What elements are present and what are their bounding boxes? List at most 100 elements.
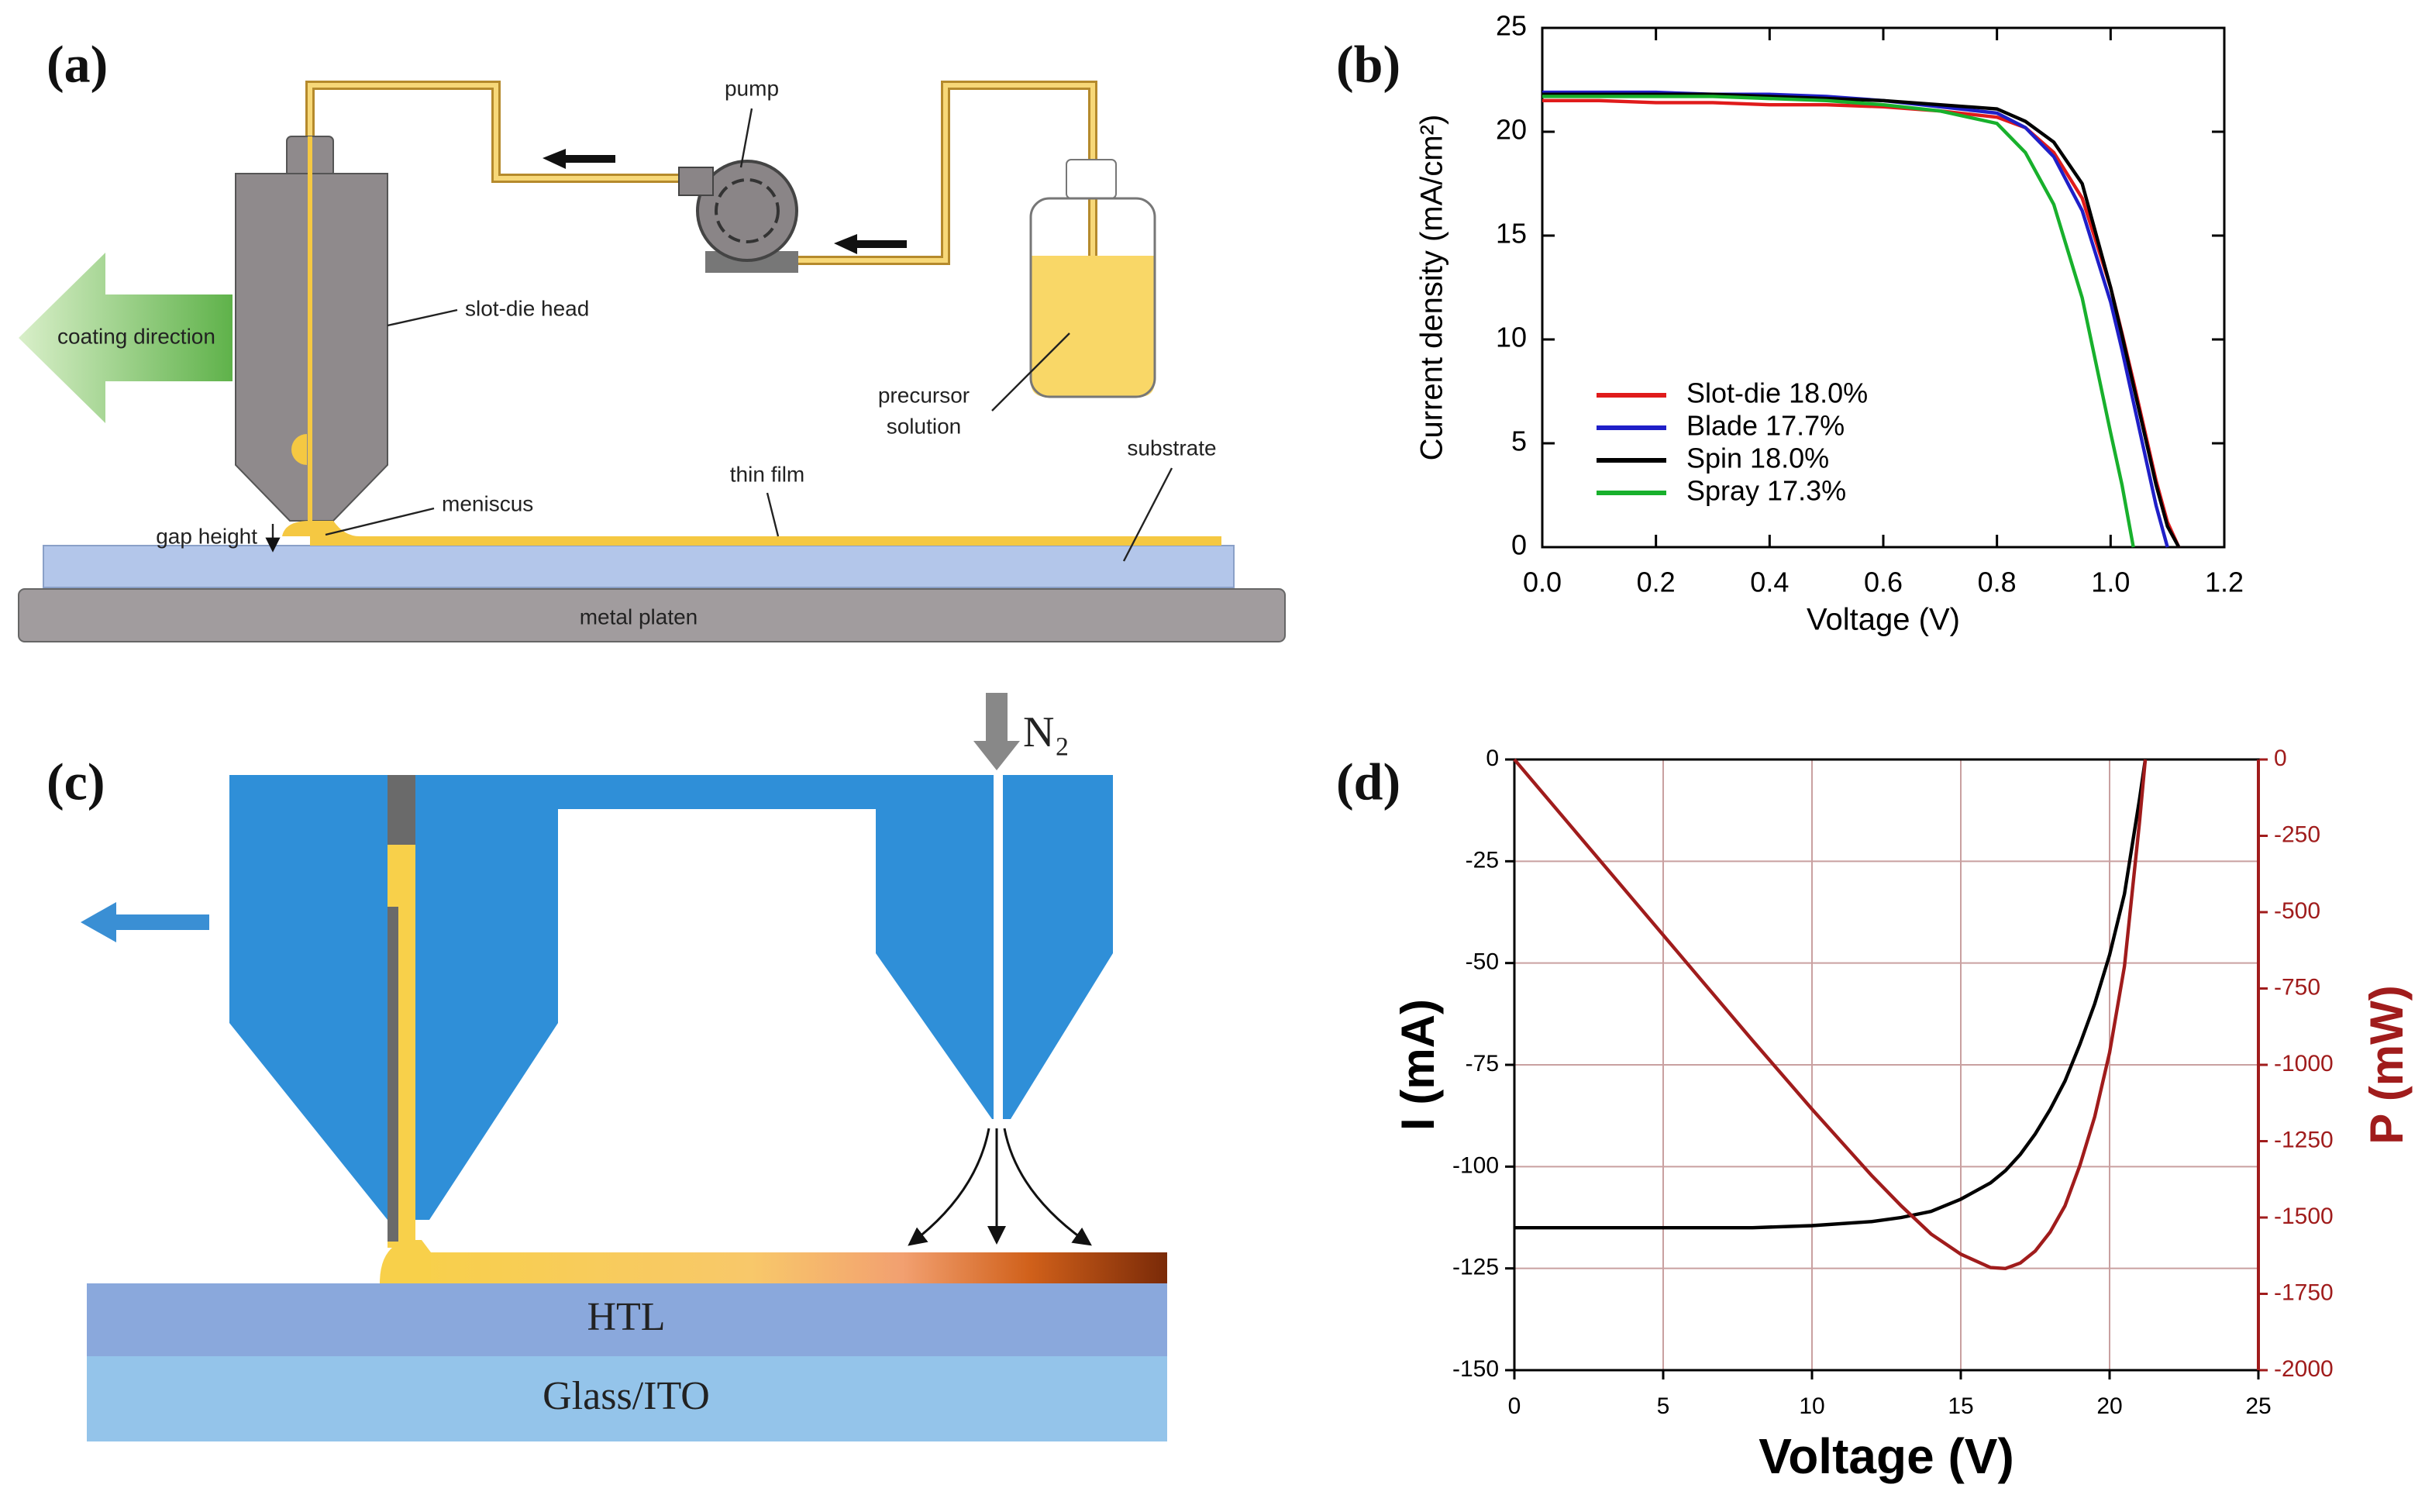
y-tick-label: 15	[1496, 218, 1527, 250]
y-axis-label: I (mA)	[1392, 999, 1444, 1131]
shim	[388, 907, 398, 1242]
x-tick-label: 1.0	[2091, 567, 2130, 598]
flow-arrow	[543, 149, 615, 169]
y2-tick-label: -250	[2274, 821, 2320, 847]
y2-tick-label: -1000	[2274, 1051, 2334, 1076]
label: pump	[725, 76, 779, 100]
label: metal platen	[580, 604, 698, 629]
y2-tick-label: -1250	[2274, 1127, 2334, 1152]
meniscus	[282, 521, 360, 536]
y-tick-label: -50	[1466, 949, 1499, 975]
x-tick-label: 5	[1657, 1393, 1670, 1419]
flow-arrow	[834, 234, 907, 254]
y-tick-label: 0	[1486, 746, 1499, 771]
label: slot-die head	[465, 296, 589, 320]
channel	[388, 775, 415, 845]
leader	[1122, 467, 1173, 562]
y2-tick-label: -500	[2274, 898, 2320, 924]
x-tick-label: 0	[1508, 1393, 1521, 1419]
tube	[308, 83, 682, 181]
y2-tick-label: 0	[2274, 746, 2287, 771]
reservoir	[291, 434, 307, 465]
gas-arrow	[973, 693, 1020, 770]
data-line	[1514, 759, 2148, 1230]
x-axis-label: Voltage (V)	[1807, 603, 1960, 637]
data-line	[1542, 90, 2169, 548]
x-tick-label: 10	[1799, 1393, 1824, 1419]
meniscus	[380, 1240, 431, 1283]
impeller	[715, 178, 780, 243]
legend-label: Spin 18.0%	[1686, 443, 1829, 474]
pump-inlet	[678, 167, 714, 196]
x-tick-label: 0.4	[1750, 567, 1789, 598]
y-tick-label: 20	[1496, 114, 1527, 146]
x-tick-label: 20	[2096, 1393, 2122, 1419]
glass-layer	[87, 1356, 1167, 1441]
label: HTL	[587, 1295, 665, 1339]
y-tick-label: -150	[1452, 1356, 1499, 1382]
gas-slit	[994, 772, 1003, 1122]
y-tick-label: 25	[1496, 10, 1527, 42]
thin-film	[310, 536, 1221, 546]
direction-arrow	[81, 902, 209, 942]
leader	[739, 108, 753, 168]
y-axis-label: Current density (mA/cm²)	[1415, 115, 1449, 461]
chart: 0.0 0.2 0.4 0.6 0.8 1.0 1.2 0 5 10 15 20 25 Slot-die …	[1415, 10, 2244, 637]
y2-tick-label: -750	[2274, 974, 2320, 1000]
label: solution	[887, 414, 962, 438]
panel-label: (c)	[47, 753, 105, 811]
y2-tick-label: -2000	[2274, 1356, 2334, 1382]
chart: 0 5 10 15 20 250-25-50-75-100-125-1500-250-50…	[1392, 746, 2413, 1484]
x-tick-label: 0.8	[1978, 567, 2017, 598]
leader	[991, 332, 1070, 412]
label: substrate	[1127, 436, 1216, 460]
y-tick-label: 10	[1496, 322, 1527, 353]
data-line	[1513, 758, 2148, 1271]
flow-arrow	[1003, 1128, 1092, 1246]
leader	[325, 507, 435, 536]
y-tick-label: -100	[1452, 1152, 1499, 1178]
legend-label: Slot-die 18.0%	[1686, 377, 1868, 409]
legend-label: Blade 17.7%	[1686, 410, 1845, 442]
diagram-c: (c) HTL Glass/ITO N₂	[47, 693, 1167, 1441]
htl-layer	[87, 1283, 1167, 1356]
substrate	[43, 545, 1235, 588]
y2-axis-label: P (mW)	[2361, 985, 2413, 1145]
y-tick-label: -125	[1452, 1255, 1499, 1280]
x-tick-label: 25	[2245, 1393, 2271, 1419]
y-tick-label: -25	[1466, 847, 1499, 873]
x-tick-label: 15	[1948, 1393, 1973, 1419]
x-tick-label: 0.2	[1637, 567, 1676, 598]
y2-tick-label: -1750	[2274, 1280, 2334, 1305]
data-line	[1542, 95, 2135, 548]
y2-tick-label: -1500	[2274, 1204, 2334, 1229]
data-line	[1542, 92, 2181, 549]
panel-label: (a)	[47, 35, 108, 94]
y-tick-label: 0	[1511, 529, 1527, 561]
leader	[387, 308, 458, 327]
pump	[696, 160, 798, 262]
y-tick-label: -75	[1466, 1051, 1499, 1076]
x-tick-label: 1.2	[2205, 567, 2244, 598]
bottle-neck	[1066, 159, 1117, 199]
label: coating direction	[57, 324, 215, 348]
diagram-a: (a) metal platen coating direction pump …	[18, 35, 1286, 642]
label: meniscus	[442, 491, 533, 515]
x-tick-label: 0.0	[1523, 567, 1562, 598]
wet-film	[411, 1252, 1167, 1283]
x-axis-label: Voltage (V)	[1759, 1428, 2014, 1484]
plot-frame	[1541, 26, 2226, 549]
label: thin film	[730, 462, 804, 486]
data-line	[1542, 98, 2181, 548]
legend-label: Spray 17.3%	[1686, 475, 1846, 507]
label: gap height	[156, 524, 257, 548]
label: precursor	[878, 383, 970, 407]
label: N₂	[1023, 708, 1070, 756]
label: Glass/ITO	[543, 1374, 710, 1418]
metal-platen	[18, 588, 1286, 642]
panel-label: (d)	[1336, 753, 1400, 811]
panel-label: (b)	[1336, 35, 1400, 94]
y-tick-label: 5	[1511, 425, 1527, 457]
